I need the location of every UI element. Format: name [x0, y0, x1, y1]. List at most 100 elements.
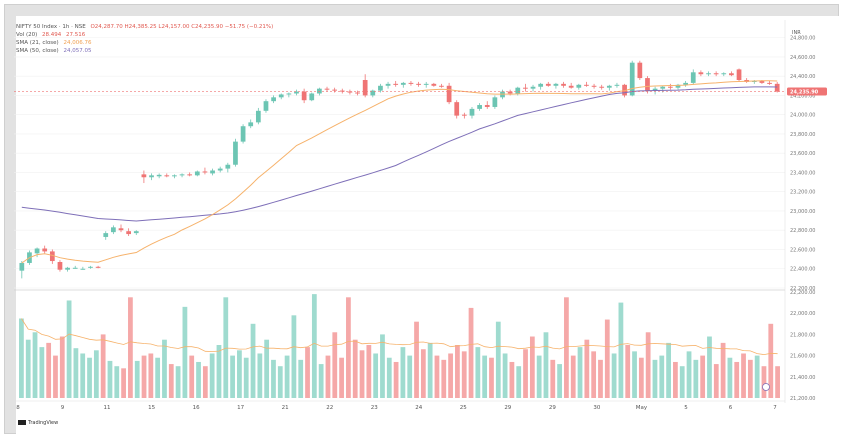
volume-bar — [604, 319, 610, 398]
volume-tick-label: 21,200.00 — [790, 396, 815, 402]
x-tick-label: 23 — [371, 405, 378, 411]
candle-body — [469, 108, 475, 116]
candle-body — [477, 105, 482, 109]
legend-sma21-name: SMA (21, close) — [16, 40, 59, 46]
candle-body — [95, 266, 101, 268]
volume-bar — [414, 321, 419, 398]
candle-body — [538, 83, 544, 87]
volume-bar — [59, 336, 65, 398]
volume-bar — [577, 347, 583, 398]
volume-bar — [284, 355, 290, 398]
volume-bar — [461, 351, 467, 398]
volume-bar — [264, 339, 270, 398]
candle-body — [202, 171, 208, 173]
candle-body — [248, 122, 254, 127]
legend-sma21: SMA (21, close) 24,006.76 — [16, 40, 91, 47]
candle-body — [393, 83, 399, 85]
candle-body — [431, 83, 437, 86]
volume-bar — [134, 360, 140, 398]
volume-bar — [168, 364, 174, 398]
volume-bar — [502, 353, 508, 398]
volume-bar — [32, 332, 38, 398]
volume-bar — [584, 339, 590, 398]
volume-bar — [162, 339, 167, 398]
volume-bar — [557, 364, 562, 398]
volume-bar — [427, 342, 433, 398]
candle-body — [309, 93, 315, 101]
volume-bar — [298, 359, 304, 398]
volume-bar — [448, 353, 453, 398]
volume-bar — [679, 366, 685, 398]
candle-body — [19, 262, 25, 271]
volume-bar — [318, 364, 324, 398]
volume-bar — [495, 321, 501, 398]
volume-bar — [529, 336, 535, 398]
volume-bar — [420, 349, 426, 398]
volume-bar — [693, 359, 699, 398]
candle-body — [255, 110, 261, 123]
volume-bar — [359, 350, 365, 398]
volume-bar — [659, 355, 665, 398]
candle-body — [629, 62, 635, 96]
candle-body — [713, 73, 719, 75]
candle-body — [484, 105, 490, 107]
price-tick-label: 24,400.00 — [790, 74, 815, 80]
volume-tick-label: 21,600.00 — [790, 354, 815, 360]
legend-volume: Vol (20) 28.494 27.516 — [16, 32, 85, 39]
volume-bar — [775, 366, 780, 398]
volume-bar — [393, 361, 399, 398]
candle-body — [301, 91, 307, 101]
volume-bar — [434, 355, 440, 398]
tradingview-logo-text: TradingView — [28, 420, 59, 426]
volume-bar — [380, 334, 385, 398]
legend-sma21-value: 24,006.76 — [63, 40, 92, 46]
candle-body — [690, 72, 696, 83]
volume-bar — [734, 361, 740, 398]
candle-body — [515, 87, 521, 94]
volume-bar — [291, 315, 297, 398]
price-tick-label: 22,200.00 — [790, 286, 815, 292]
candle-body — [263, 101, 269, 111]
legend-vol-ma: 27.516 — [66, 32, 86, 38]
candle-body — [378, 85, 383, 91]
candle-body — [729, 73, 734, 76]
volume-bar — [747, 359, 753, 398]
candle-body — [576, 84, 582, 88]
volume-bar — [625, 345, 631, 398]
volume-bar — [87, 357, 92, 398]
candle-body — [347, 91, 353, 93]
volume-bar — [475, 347, 481, 398]
sma50-line — [21, 86, 778, 222]
sma21-line — [21, 80, 778, 264]
candle-body — [118, 228, 124, 231]
legend-sma50: SMA (50, close) 24,057.05 — [16, 48, 91, 55]
candle-body — [698, 72, 704, 75]
candle-body — [225, 164, 231, 169]
legend-sma50-value: 24,057.05 — [63, 48, 92, 54]
volume-bar — [386, 357, 392, 398]
tradingview-logo[interactable]: TradingView — [18, 420, 58, 426]
volume-bar — [727, 357, 733, 398]
candle-body — [675, 84, 681, 88]
volume-bar — [638, 357, 644, 398]
volume-bar — [686, 351, 692, 398]
volume-bar — [148, 353, 154, 398]
candle-body — [294, 91, 299, 94]
volume-bar — [114, 366, 120, 398]
volume-bar — [332, 332, 338, 398]
candle-body — [446, 85, 452, 103]
volume-bar — [400, 347, 406, 398]
candle-body — [622, 84, 627, 96]
volume-tick-label: 21,400.00 — [790, 375, 815, 381]
x-tick-label: 17 — [237, 405, 244, 411]
price-tick-label: 22,800.00 — [790, 228, 815, 234]
candle-body — [362, 80, 368, 96]
candle-body — [584, 84, 589, 86]
candle-body — [523, 87, 528, 89]
candle-body — [49, 251, 55, 262]
x-tick-label: 15 — [148, 405, 155, 411]
volume-bar — [196, 361, 201, 398]
scroll-to-realtime-icon[interactable] — [762, 383, 770, 391]
candle-body — [667, 86, 673, 88]
